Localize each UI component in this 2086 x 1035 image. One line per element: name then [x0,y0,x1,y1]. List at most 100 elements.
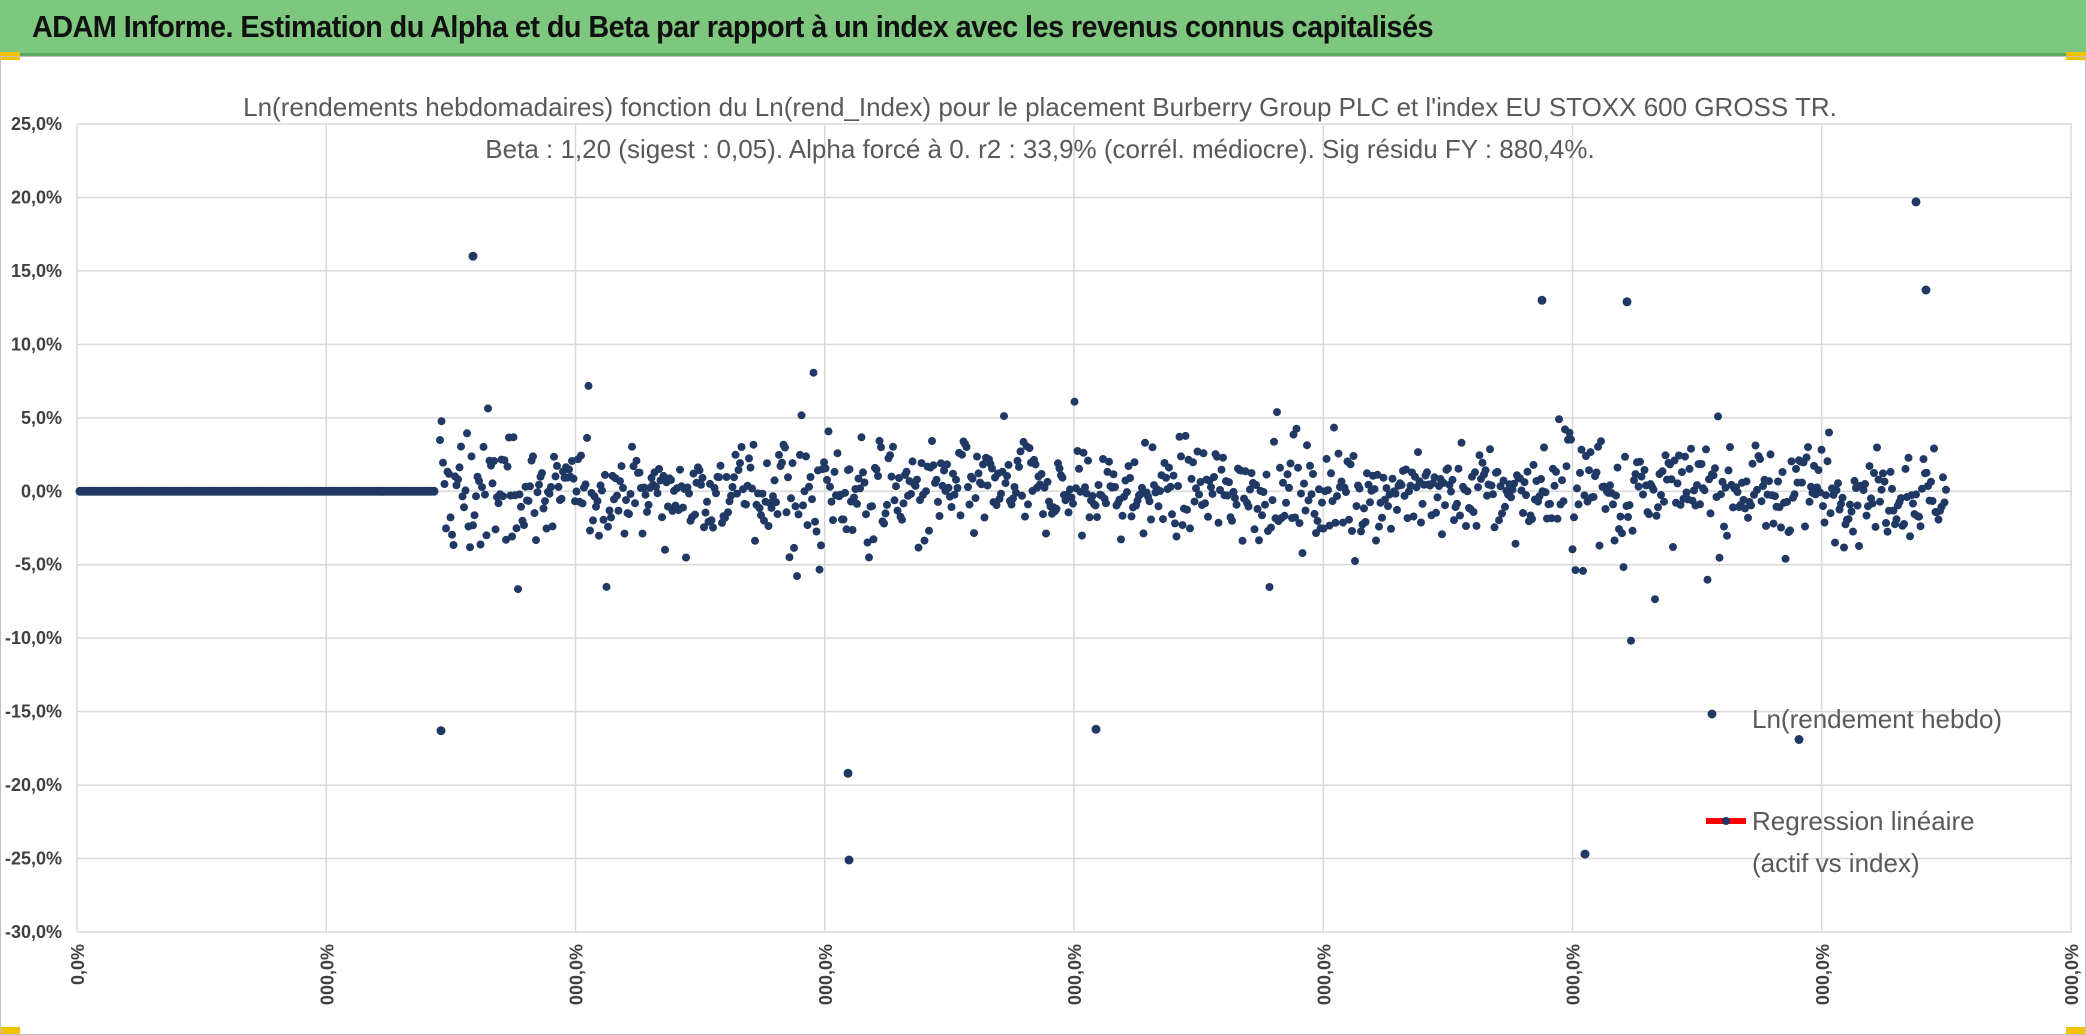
data-point [745,454,753,463]
data-point [1366,498,1374,507]
data-point [1906,532,1914,541]
data-point [979,460,987,469]
data-point [1370,485,1379,494]
data-point [1148,443,1157,452]
data-point [1012,488,1020,497]
data-point [1472,521,1481,530]
data-point [1457,438,1466,447]
data-point [920,536,929,545]
data-point [617,462,626,471]
data-point [802,452,810,461]
data-point [968,474,977,483]
data-point [1085,513,1094,522]
data-point [1454,464,1463,473]
data-point [964,483,972,491]
data-point [1310,509,1319,518]
data-points [75,368,1950,645]
data-point [1196,478,1205,486]
data-point [572,487,581,496]
data-point [1721,483,1730,492]
data-point [715,473,723,482]
data-point [1559,497,1568,506]
data-point [1753,485,1761,494]
data-point [604,522,612,531]
data-point [553,461,561,470]
data-point [1450,516,1458,525]
data-point [1303,441,1311,450]
data-point [1402,465,1410,474]
data-point [1313,516,1322,525]
x-tick-label: 000,0% [1564,944,1584,1005]
data-point-notable [436,726,446,736]
data-point [1621,452,1629,461]
y-tick-label: 0,0% [21,481,62,501]
data-point [455,463,464,472]
data-point [1922,468,1931,477]
data-point [1645,510,1653,519]
legend-label-line-2: (actif vs index) [1752,848,1920,878]
data-point [1111,483,1119,491]
data-point [1865,462,1874,471]
data-point [1580,491,1589,500]
data-point [482,531,491,540]
data-point [1345,515,1353,524]
data-point [1912,490,1920,499]
data-point [1520,478,1529,487]
data-point [1130,458,1139,467]
data-point [593,497,602,506]
data-point-notable [844,855,854,865]
data-point [1741,504,1749,513]
data-point [769,492,777,501]
data-point [1831,538,1839,547]
data-point [667,476,675,484]
data-point [1168,510,1176,519]
data-point [1616,512,1625,521]
data-point [1928,497,1937,505]
data-point [781,443,789,452]
data-point [583,433,591,442]
data-point [1463,487,1472,496]
data-point [1270,437,1278,446]
data-point [1423,468,1431,477]
data-point [1792,464,1800,473]
data-point [463,429,471,438]
data-point [778,458,786,467]
data-point [1276,463,1284,472]
data-point [823,475,831,484]
data-point [958,450,966,459]
x-tick-label: 000,0% [816,944,836,1005]
data-point [1625,501,1634,510]
data-point [1093,513,1101,522]
data-point [1757,497,1766,506]
data-point [889,442,897,451]
data-point [1901,464,1910,473]
data-point [1507,493,1515,502]
data-point [631,499,639,508]
data-point [542,524,551,533]
data-point [1904,453,1913,462]
data-point [643,507,651,516]
data-point [1225,478,1233,487]
data-point [619,483,627,492]
data-point [1868,499,1877,508]
data-point [1145,497,1154,506]
data-point [913,475,921,484]
data-point [1253,504,1262,513]
data-point [1834,479,1842,488]
data-point [554,482,563,491]
data-point [1723,531,1731,540]
data-point [1007,500,1016,509]
data-point [1064,508,1073,517]
data-point [1037,470,1046,478]
data-point [1847,507,1856,516]
data-point [1876,497,1884,506]
data-point [1700,486,1709,495]
data-point [1478,458,1487,467]
data-point [1555,415,1563,424]
data-point [833,449,842,458]
data-point [545,489,554,498]
data-point [655,465,663,473]
data-point [806,473,815,481]
data-point [1352,502,1361,511]
data-point [530,509,539,518]
